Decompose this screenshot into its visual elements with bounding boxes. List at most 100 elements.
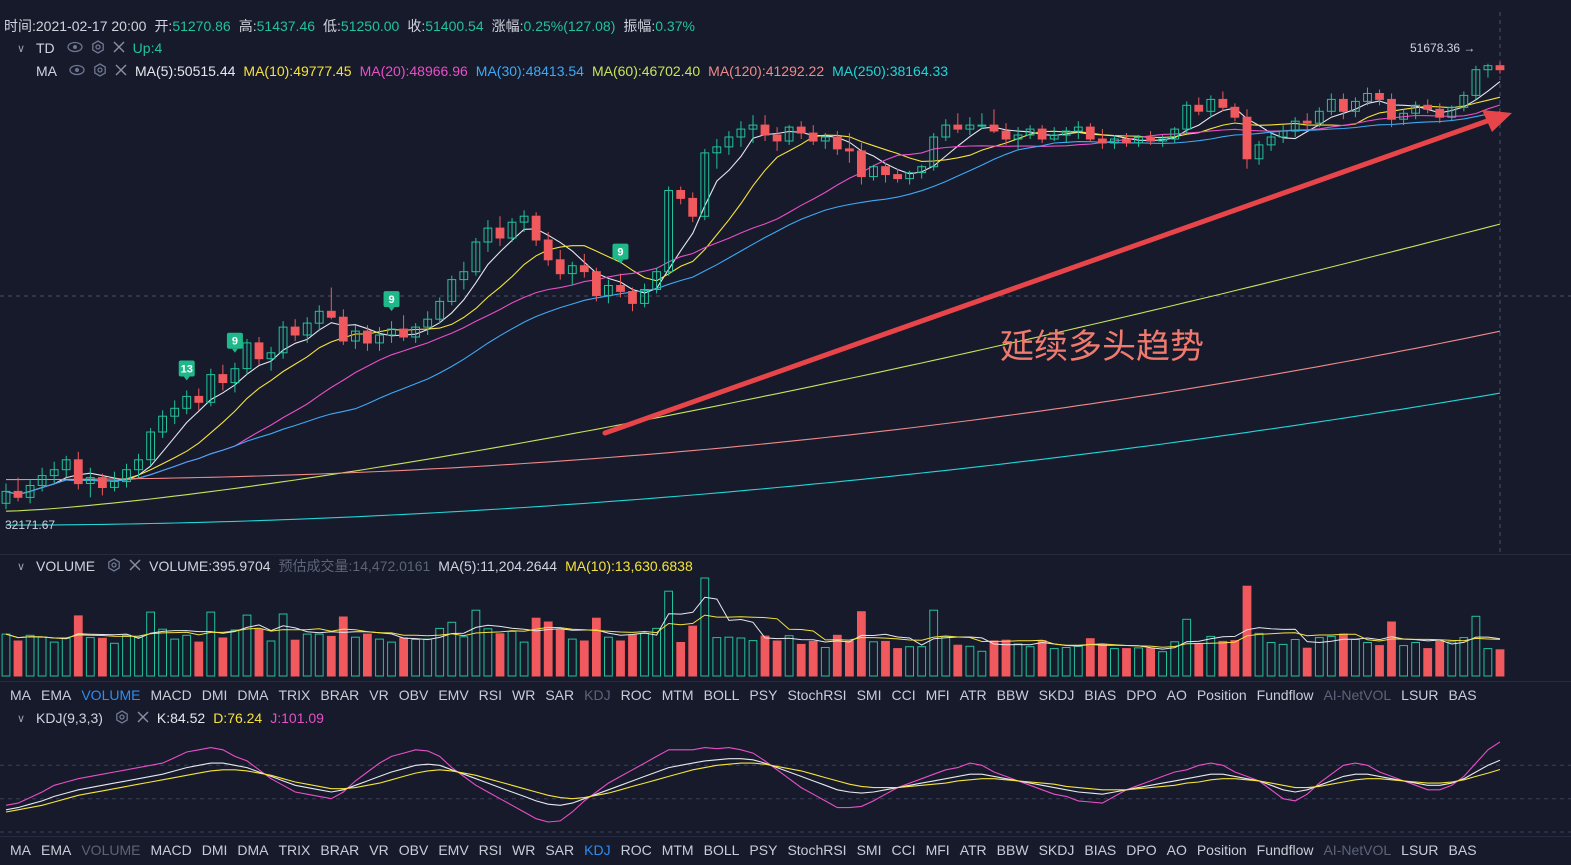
tab-smi[interactable]: SMI <box>856 842 882 858</box>
volume-bar <box>808 640 818 677</box>
candle <box>664 186 674 276</box>
tab-atr[interactable]: ATR <box>959 842 987 858</box>
tab-dmi[interactable]: DMI <box>201 687 228 703</box>
tab-boll[interactable]: BOLL <box>703 687 740 703</box>
tab-cci[interactable]: CCI <box>891 687 916 703</box>
tab-dpo[interactable]: DPO <box>1126 842 1157 858</box>
tab-mfi[interactable]: MFI <box>925 687 950 703</box>
tab-mtm[interactable]: MTM <box>661 687 694 703</box>
tab-bas[interactable]: BAS <box>1448 687 1477 703</box>
tab-position[interactable]: Position <box>1196 687 1247 703</box>
volume-value: VOLUME:395.9704 <box>149 558 271 574</box>
settings-icon[interactable] <box>91 39 105 57</box>
tab-bas[interactable]: BAS <box>1448 842 1477 858</box>
tab-ma[interactable]: MA <box>10 842 31 858</box>
tab-volume[interactable]: VOLUME <box>81 687 141 703</box>
ma-value-3: MA(30):48413.54 <box>475 63 584 79</box>
volume-bar <box>712 637 722 677</box>
tab-roc[interactable]: ROC <box>620 687 652 703</box>
tab-mfi[interactable]: MFI <box>925 842 950 858</box>
kdj-chart[interactable] <box>0 728 1571 836</box>
close-icon[interactable] <box>113 40 125 56</box>
close-label: 收:51400.54 <box>407 18 484 34</box>
tab-trix[interactable]: TRIX <box>278 842 311 858</box>
tab-sar[interactable]: SAR <box>545 687 575 703</box>
settings-icon[interactable] <box>93 62 107 80</box>
candle <box>85 467 95 498</box>
tab-ai-netvol[interactable]: AI-NetVOL <box>1323 687 1392 703</box>
chevron-down-icon[interactable]: ∨ <box>16 560 26 573</box>
tab-obv[interactable]: OBV <box>398 842 429 858</box>
tab-dma[interactable]: DMA <box>237 687 269 703</box>
tab-stochrsi[interactable]: StochRSI <box>787 842 847 858</box>
tab-emv[interactable]: EMV <box>438 687 469 703</box>
chevron-down-icon[interactable]: ∨ <box>16 42 26 55</box>
tab-sar[interactable]: SAR <box>545 842 575 858</box>
tab-mtm[interactable]: MTM <box>661 842 694 858</box>
settings-icon[interactable] <box>107 557 121 575</box>
tab-macd[interactable]: MACD <box>150 842 192 858</box>
tab-position[interactable]: Position <box>1196 842 1247 858</box>
tab-ao[interactable]: AO <box>1166 687 1187 703</box>
tab-smi[interactable]: SMI <box>856 687 882 703</box>
tab-ema[interactable]: EMA <box>41 842 72 858</box>
candle <box>351 325 360 349</box>
chevron-down-icon[interactable]: ∨ <box>16 712 26 725</box>
tab-bias[interactable]: BIAS <box>1084 842 1117 858</box>
tab-ema[interactable]: EMA <box>41 687 72 703</box>
tab-dpo[interactable]: DPO <box>1126 687 1157 703</box>
tab-ao[interactable]: AO <box>1166 842 1187 858</box>
volume-bar <box>1242 585 1252 677</box>
tab-vr[interactable]: VR <box>369 842 389 858</box>
eye-icon[interactable] <box>69 63 85 79</box>
tab-boll[interactable]: BOLL <box>703 842 740 858</box>
volume-bar <box>1483 648 1493 677</box>
volume-chart[interactable] <box>0 576 1571 680</box>
tab-bbw[interactable]: BBW <box>996 687 1029 703</box>
candle <box>495 216 505 246</box>
candle <box>61 455 71 478</box>
tab-rsi[interactable]: RSI <box>478 842 503 858</box>
tab-atr[interactable]: ATR <box>959 687 987 703</box>
tab-cci[interactable]: CCI <box>891 842 916 858</box>
tab-emv[interactable]: EMV <box>438 842 469 858</box>
tab-brar[interactable]: BRAR <box>320 687 360 703</box>
tab-dma[interactable]: DMA <box>237 842 269 858</box>
tab-vr[interactable]: VR <box>369 687 389 703</box>
tab-brar[interactable]: BRAR <box>320 842 360 858</box>
tab-skdj[interactable]: SKDJ <box>1038 687 1075 703</box>
tab-psy[interactable]: PSY <box>749 687 778 703</box>
tab-kdj[interactable]: KDJ <box>584 687 611 703</box>
tab-rsi[interactable]: RSI <box>478 687 503 703</box>
tab-roc[interactable]: ROC <box>620 842 652 858</box>
candle <box>1495 61 1505 74</box>
tab-bbw[interactable]: BBW <box>996 842 1029 858</box>
tab-dmi[interactable]: DMI <box>201 842 228 858</box>
tab-skdj[interactable]: SKDJ <box>1038 842 1075 858</box>
tab-obv[interactable]: OBV <box>398 687 429 703</box>
tab-bias[interactable]: BIAS <box>1084 687 1117 703</box>
tab-trix[interactable]: TRIX <box>278 687 311 703</box>
tab-macd[interactable]: MACD <box>150 687 192 703</box>
tab-volume[interactable]: VOLUME <box>81 842 141 858</box>
tab-wr[interactable]: WR <box>512 842 536 858</box>
close-icon[interactable] <box>137 710 149 726</box>
tab-fundflow[interactable]: Fundflow <box>1256 687 1314 703</box>
settings-icon[interactable] <box>115 709 129 727</box>
tab-psy[interactable]: PSY <box>749 842 778 858</box>
tab-ai-netvol[interactable]: AI-NetVOL <box>1323 842 1392 858</box>
tab-lsur[interactable]: LSUR <box>1401 687 1439 703</box>
close-icon[interactable] <box>129 558 141 574</box>
candlestick-chart[interactable]: 13 9 9 9 延续多头趋势 51678.36 → 32171.67 <box>0 0 1571 555</box>
tab-lsur[interactable]: LSUR <box>1401 842 1439 858</box>
volume-ma10: MA(10):13,630.6838 <box>565 558 693 574</box>
tab-kdj[interactable]: KDJ <box>584 842 611 858</box>
tab-fundflow[interactable]: Fundflow <box>1256 842 1314 858</box>
volume-bar <box>1206 635 1216 677</box>
eye-icon[interactable] <box>67 40 83 56</box>
tab-ma[interactable]: MA <box>10 687 31 703</box>
tab-stochrsi[interactable]: StochRSI <box>787 687 847 703</box>
tab-wr[interactable]: WR <box>512 687 536 703</box>
volume-bar <box>13 640 23 677</box>
close-icon[interactable] <box>115 63 127 79</box>
